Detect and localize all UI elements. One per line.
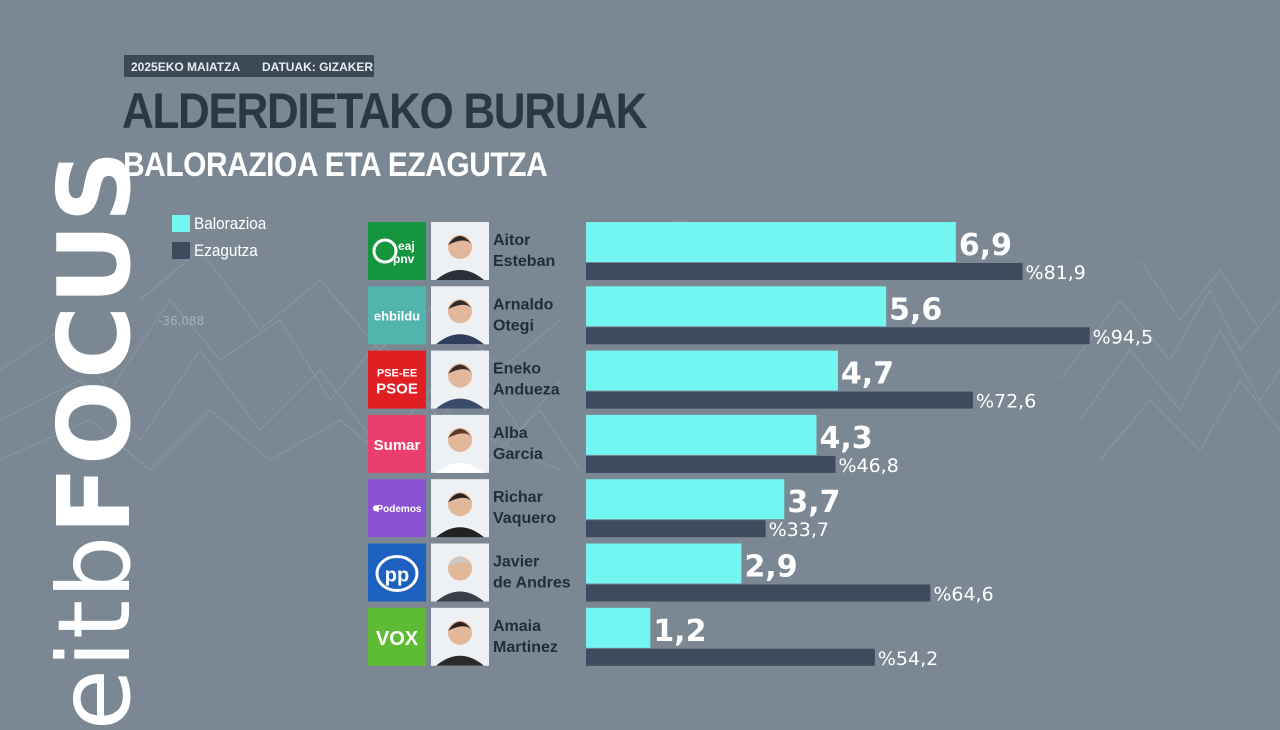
candidate-last-name: Martinez bbox=[493, 639, 558, 656]
knowledge-value-label: %54,2 bbox=[878, 648, 938, 670]
valuation-value-label: 5,6 bbox=[889, 292, 942, 327]
candidate-last-name: de Andres bbox=[493, 575, 571, 592]
knowledge-bar bbox=[586, 520, 766, 537]
candidate-photo bbox=[431, 351, 489, 409]
candidate-last-name: Otegi bbox=[493, 317, 534, 334]
knowledge-value-label: %33,7 bbox=[769, 519, 829, 541]
valuation-bar bbox=[586, 415, 816, 455]
knowledge-bar bbox=[586, 392, 973, 409]
logo-text: Podemos bbox=[376, 504, 421, 515]
candidate-first-name: Aitor bbox=[493, 232, 530, 249]
candidate-photo bbox=[431, 286, 489, 344]
candidate-first-name: Alba bbox=[493, 425, 528, 442]
candidate-first-name: Eneko bbox=[493, 361, 541, 378]
valuation-value-label: 1,2 bbox=[653, 614, 706, 649]
valuation-bar bbox=[586, 544, 741, 584]
logo-text: PSOE bbox=[376, 381, 418, 398]
candidate-first-name: Richar bbox=[493, 489, 543, 506]
valuation-bar bbox=[586, 479, 784, 519]
logo-text: VOX bbox=[376, 628, 419, 650]
candidate-last-name: Andueza bbox=[493, 382, 560, 399]
valuation-bar bbox=[586, 222, 956, 262]
valuation-bar bbox=[586, 608, 650, 648]
candidate-first-name: Javier bbox=[493, 554, 539, 571]
candidate-first-name: Amaia bbox=[493, 618, 541, 635]
knowledge-bar bbox=[586, 327, 1090, 344]
logo-text: pnv bbox=[393, 252, 415, 266]
vox-logo: VOX bbox=[368, 608, 426, 666]
podemos-logo: Podemos bbox=[368, 479, 426, 537]
candidate-last-name: Garcia bbox=[493, 446, 543, 463]
pp-logo: pp bbox=[368, 544, 426, 602]
logo-text: PSE-EE bbox=[377, 368, 417, 380]
logo-text: Sumar bbox=[374, 437, 421, 454]
knowledge-bar bbox=[586, 456, 835, 473]
ehbildu-logo: ehbildu bbox=[368, 286, 426, 344]
candidate-last-name: Esteban bbox=[493, 253, 555, 270]
valuation-value-label: 3,7 bbox=[787, 485, 840, 520]
sumar-logo: Sumar bbox=[368, 415, 426, 473]
valuation-value-label: 2,9 bbox=[744, 550, 797, 585]
candidate-photo bbox=[431, 415, 489, 473]
knowledge-bar bbox=[586, 263, 1023, 280]
logo-text: pp bbox=[385, 565, 409, 587]
valuation-bar bbox=[586, 286, 886, 326]
logo-text: ehbildu bbox=[374, 308, 420, 323]
knowledge-value-label: %72,6 bbox=[976, 391, 1036, 413]
valuation-bar bbox=[586, 351, 838, 391]
logo-text: eaj bbox=[398, 239, 415, 253]
knowledge-value-label: %94,5 bbox=[1093, 326, 1153, 348]
knowledge-value-label: %64,6 bbox=[933, 584, 993, 606]
valuation-value-label: 4,3 bbox=[819, 421, 872, 456]
knowledge-bar bbox=[586, 649, 875, 666]
candidate-photo bbox=[431, 544, 489, 602]
valuation-value-label: 6,9 bbox=[959, 228, 1012, 263]
knowledge-value-label: %81,9 bbox=[1026, 262, 1086, 284]
valuation-value-label: 4,7 bbox=[841, 357, 894, 392]
candidate-photo bbox=[431, 222, 489, 280]
candidate-first-name: Arnaldo bbox=[493, 296, 554, 313]
knowledge-bar bbox=[586, 585, 930, 602]
candidate-last-name: Vaquero bbox=[493, 510, 556, 527]
candidate-photo bbox=[431, 608, 489, 666]
candidate-photo bbox=[431, 479, 489, 537]
knowledge-value-label: %46,8 bbox=[838, 455, 898, 477]
